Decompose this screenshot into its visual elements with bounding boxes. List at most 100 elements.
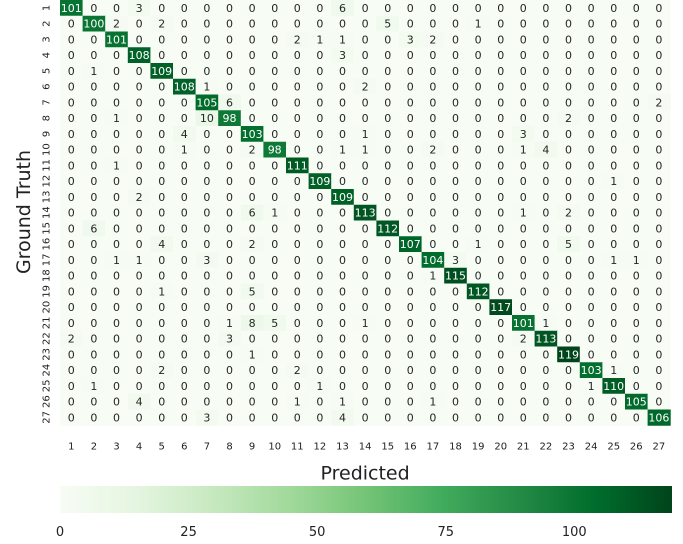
cell-value-label: 0 [520,348,527,361]
cell-value-label: 0 [452,128,459,141]
cell-value-label: 0 [497,128,504,141]
heatmap-cell [625,110,649,127]
cell-value-label: 0 [68,191,75,204]
heatmap-cell [263,330,287,347]
heatmap-cell [308,0,332,17]
cell-value-label: 0 [588,207,595,220]
cell-value-label: 1 [362,317,369,330]
heatmap-cell [286,346,310,363]
cell-value-label: 1 [429,396,436,409]
heatmap-cell [218,299,242,316]
heatmap-cell [579,204,603,221]
cell-value-label: 0 [271,364,278,377]
heatmap-cell [602,63,626,80]
heatmap-cell [60,94,84,111]
cell-value-label: 0 [565,144,572,157]
cell-value-label: 0 [113,222,120,235]
cell-value-label: 0 [429,238,436,251]
heatmap-cell [240,315,264,332]
heatmap-cell [579,220,603,237]
heatmap-cell [534,110,558,127]
heatmap-cell [534,173,558,190]
heatmap-cell [353,252,377,269]
y-tick-label: 14 [42,206,53,219]
cell-value-label: 2 [294,33,301,46]
cell-value-label: 0 [610,270,617,283]
heatmap-cell [534,157,558,174]
heatmap-cell [557,283,581,300]
heatmap-cell [534,378,558,395]
y-tick-label: 15 [42,222,53,235]
cell-value-label: 0 [316,238,323,251]
heatmap-cell [82,63,106,80]
cell-value-label: 0 [633,65,640,78]
heatmap-cell [512,0,536,17]
heatmap-cell [579,110,603,127]
cell-value-label: 0 [475,175,482,188]
heatmap-cell [399,47,423,64]
cell-value-label: 0 [407,65,414,78]
x-tick-label: 17 [427,441,440,452]
cell-value-label: 0 [226,2,233,15]
heatmap-cell [218,189,242,206]
heatmap-cell [173,378,197,395]
cell-value-label: 0 [271,270,278,283]
cell-value-label: 0 [633,348,640,361]
cell-value-label: 0 [407,364,414,377]
cell-value-label: 0 [68,49,75,62]
heatmap-cell [557,126,581,143]
cell-value-label: 0 [588,65,595,78]
cell-value-label: 0 [497,112,504,125]
heatmap-cell [195,330,219,347]
heatmap-cell [399,236,423,253]
heatmap-cell [195,63,219,80]
cell-value-label: 0 [362,285,369,298]
cell-value-label: 0 [452,301,459,314]
heatmap-cell [173,141,197,158]
heatmap-cell [331,0,355,17]
cell-value-label: 0 [362,380,369,393]
heatmap-cell [331,299,355,316]
cell-value-label: 0 [520,18,527,31]
cell-value-label: 0 [339,65,346,78]
heatmap-cell [331,330,355,347]
cell-value-label: 0 [497,2,504,15]
cell-value-label: 0 [68,128,75,141]
heatmap-cell [263,409,287,426]
cell-value-label: 0 [158,270,165,283]
cell-value-label: 0 [158,112,165,125]
heatmap-cell [534,346,558,363]
cell-value-label: 0 [633,411,640,424]
cell-value-label: 0 [655,364,662,377]
heatmap-cell [195,283,219,300]
heatmap-cell [512,236,536,253]
cell-value-label: 0 [271,81,278,94]
cell-value-label: 0 [542,380,549,393]
heatmap-cell [218,94,242,111]
cell-value-label: 0 [158,380,165,393]
cell-value-label: 0 [588,254,595,267]
cell-value-label: 0 [181,191,188,204]
cell-value-label: 0 [452,159,459,172]
cell-value-label: 0 [610,49,617,62]
cell-value-label: 0 [655,348,662,361]
cell-value-label: 0 [316,207,323,220]
x-tick-labels: 1 2 3 4 5 6 7 8 9 10 11 12 13 14 15 16 17 18 19 20 21 22 23 24 2… [68,441,665,452]
heatmap-cell [105,189,129,206]
cell-value-label: 0 [610,411,617,424]
cell-value-label: 0 [475,270,482,283]
heatmap-cell [127,47,151,64]
heatmap-cell [353,63,377,80]
cell-value-label: 0 [565,317,572,330]
cell-value-label: 6 [249,207,256,220]
heatmap-cell [195,252,219,269]
cell-value-label: 0 [452,96,459,109]
heatmap-cell [105,346,129,363]
cell-value-label: 0 [90,238,97,251]
cell-value-label: 0 [384,270,391,283]
cell-value-label: 0 [90,301,97,314]
heatmap-cell [105,378,129,395]
cell-value-label: 0 [475,159,482,172]
x-tick-label: 22 [540,441,553,452]
cell-value-label: 0 [565,175,572,188]
